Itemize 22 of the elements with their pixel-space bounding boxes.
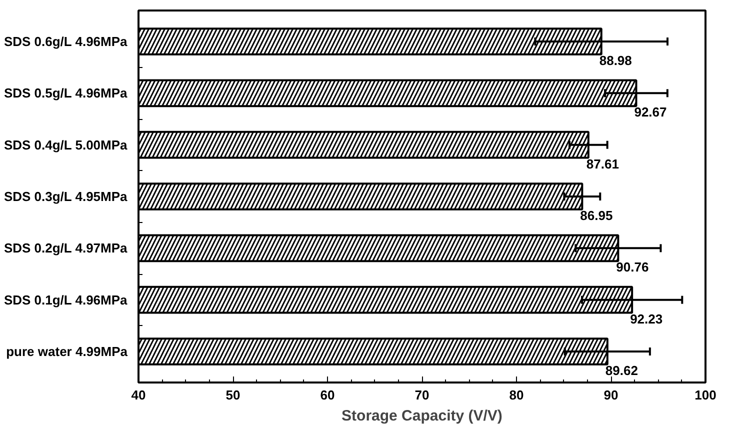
y-tick-label: SDS 0.4g/L 5.00MPa bbox=[4, 137, 128, 152]
x-tick-label: 40 bbox=[131, 388, 146, 402]
x-tick-label: 70 bbox=[414, 388, 430, 402]
data-label: 92.23 bbox=[630, 311, 663, 326]
x-tick-label: 80 bbox=[509, 388, 524, 402]
y-tick-label: SDS 0.5g/L 4.96MPa bbox=[4, 86, 128, 101]
y-tick-label: SDS 0.6g/L 4.96MPa bbox=[4, 34, 128, 49]
data-label: 92.67 bbox=[634, 104, 667, 120]
data-label: 89.62 bbox=[605, 362, 638, 378]
x-tick-label: 50 bbox=[226, 388, 240, 402]
x-tick-label: 90 bbox=[604, 388, 618, 402]
x-tick-label: 60 bbox=[320, 388, 335, 402]
y-tick-label: SDS 0.2g/L 4.97MPa bbox=[4, 240, 128, 256]
data-label: 90.76 bbox=[616, 260, 649, 275]
y-tick-label: pure water 4.99MPa bbox=[6, 344, 128, 359]
x-tick-label: 100 bbox=[694, 388, 716, 402]
data-label: 87.61 bbox=[586, 156, 619, 172]
x-axis-title: Storage Capacity (V/V) bbox=[342, 408, 502, 424]
y-tick-label: SDS 0.1g/L 4.96MPa bbox=[4, 292, 128, 308]
data-label: 88.98 bbox=[599, 52, 632, 68]
y-tick-label: SDS 0.3g/L 4.95MPa bbox=[4, 189, 128, 204]
data-label: 86.95 bbox=[580, 208, 613, 223]
